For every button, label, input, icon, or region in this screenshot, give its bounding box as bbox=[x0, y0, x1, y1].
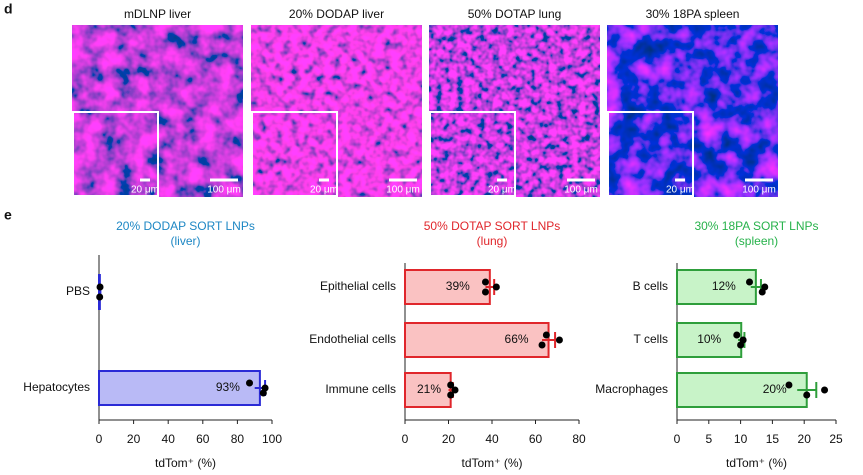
x-tick-label: 0 bbox=[674, 432, 681, 446]
data-point bbox=[447, 391, 455, 399]
x-tick-label: 60 bbox=[196, 432, 210, 446]
value-label: 12% bbox=[712, 279, 736, 293]
chart-title: 30% 18PA SORT LNPs bbox=[694, 219, 818, 233]
x-tick-label: 20 bbox=[798, 432, 812, 446]
bar bbox=[404, 322, 550, 358]
x-axis-label: tdTom⁺ (%) bbox=[461, 456, 522, 470]
scale-label: 20 μm bbox=[666, 185, 694, 196]
inset bbox=[72, 111, 159, 197]
panel-label: e bbox=[4, 207, 12, 223]
x-tick-label: 15 bbox=[766, 432, 780, 446]
x-tick-label: 40 bbox=[485, 432, 499, 446]
x-tick-label: 60 bbox=[529, 432, 543, 446]
x-tick-label: 40 bbox=[162, 432, 176, 446]
inset bbox=[251, 111, 338, 197]
scale-label: 20 μm bbox=[488, 185, 516, 196]
data-point bbox=[803, 391, 811, 399]
data-point bbox=[481, 278, 489, 286]
value-label: 21% bbox=[417, 382, 441, 396]
data-point bbox=[785, 381, 793, 389]
value-label: 20% bbox=[763, 382, 787, 396]
bar bbox=[676, 322, 743, 358]
data-point bbox=[451, 386, 459, 394]
bar bbox=[404, 269, 491, 305]
category-label: Immune cells bbox=[325, 382, 396, 396]
x-tick-label: 10 bbox=[734, 432, 748, 446]
image-title: 50% DOTAP lung bbox=[468, 7, 562, 21]
data-point bbox=[246, 379, 254, 387]
x-tick-label: 20 bbox=[442, 432, 456, 446]
category-label: T cells bbox=[634, 332, 668, 346]
data-point bbox=[821, 386, 829, 394]
x-axis-label: tdTom⁺ (%) bbox=[155, 456, 216, 470]
scale-label: 100 μm bbox=[742, 185, 776, 196]
image-title: 30% 18PA spleen bbox=[646, 7, 740, 21]
bar bbox=[676, 269, 757, 305]
chart-title: 50% DOTAP SORT LNPs bbox=[424, 219, 561, 233]
data-point bbox=[542, 331, 550, 339]
data-point bbox=[739, 336, 747, 344]
chart-title: (spleen) bbox=[735, 234, 778, 248]
data-point bbox=[492, 283, 500, 291]
chart-title: 20% DODAP SORT LNPs bbox=[116, 219, 255, 233]
value-label: 10% bbox=[697, 332, 721, 346]
x-axis-label: tdTom⁺ (%) bbox=[726, 456, 787, 470]
bar bbox=[676, 372, 808, 408]
scale-label: 100 μm bbox=[386, 185, 420, 196]
data-point bbox=[447, 381, 455, 389]
category-label: Epithelial cells bbox=[320, 279, 396, 293]
x-tick-label: 20 bbox=[127, 432, 141, 446]
bar bbox=[98, 370, 261, 406]
value-label: 93% bbox=[216, 380, 240, 394]
data-point bbox=[261, 384, 269, 392]
data-point bbox=[555, 336, 563, 344]
x-tick-label: 0 bbox=[402, 432, 409, 446]
data-point bbox=[538, 341, 546, 349]
image-title: mDLNP liver bbox=[124, 7, 191, 21]
data-point bbox=[481, 288, 489, 296]
scale-label: 100 μm bbox=[564, 185, 598, 196]
category-label: Endothelial cells bbox=[309, 332, 396, 346]
inset bbox=[429, 111, 516, 197]
scale-label: 20 μm bbox=[310, 185, 338, 196]
inset bbox=[607, 111, 694, 197]
data-point bbox=[733, 331, 741, 339]
charts: 20% DODAP SORT LNPs(liver)0 20 40 60 80 100td… bbox=[23, 219, 843, 470]
value-label: 39% bbox=[446, 279, 470, 293]
category-label: Hepatocytes bbox=[23, 380, 90, 394]
micrographs: mDLNP liver 20 μm 100 μm 20% DODAP liver 20 … bbox=[72, 7, 778, 197]
data-point bbox=[761, 283, 769, 291]
x-tick-label: 100 bbox=[262, 432, 282, 446]
category-label: B cells bbox=[633, 279, 668, 293]
bar bbox=[404, 372, 452, 408]
x-tick-label: 0 bbox=[96, 432, 103, 446]
x-tick-label: 80 bbox=[231, 432, 245, 446]
scale-label: 100 μm bbox=[207, 185, 241, 196]
x-tick-label: 80 bbox=[572, 432, 586, 446]
image-title: 20% DODAP liver bbox=[289, 7, 384, 21]
data-point bbox=[96, 283, 104, 291]
chart-title: (lung) bbox=[477, 234, 508, 248]
value-label: 66% bbox=[505, 332, 529, 346]
panel-label: d bbox=[4, 1, 13, 17]
x-tick-label: 5 bbox=[705, 432, 712, 446]
data-point bbox=[96, 293, 104, 301]
scale-label: 20 μm bbox=[131, 185, 159, 196]
category-label: Macrophages bbox=[595, 382, 668, 396]
x-tick-label: 25 bbox=[829, 432, 843, 446]
chart-title: (liver) bbox=[171, 234, 201, 248]
data-point bbox=[746, 278, 754, 286]
category-label: PBS bbox=[66, 284, 90, 298]
